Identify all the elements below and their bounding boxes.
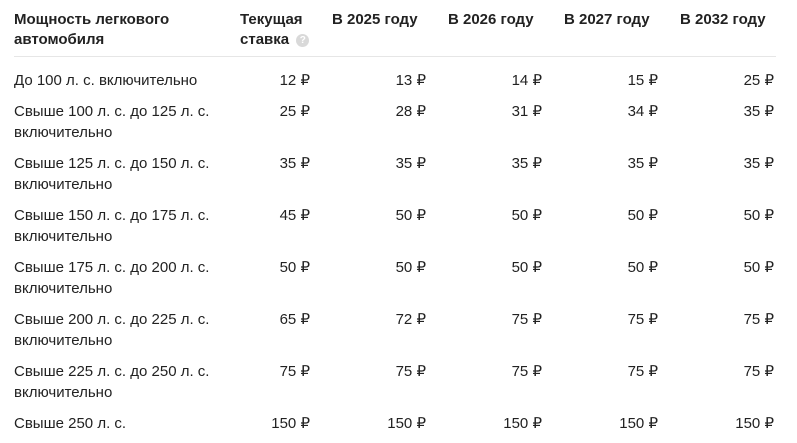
rate: 75 ₽ [511,363,542,380]
rate: 150 ₽ [619,415,658,432]
rate: 34 ₽ [627,103,658,120]
header-text: Мощность легкового автомобиля [14,11,170,48]
rate: 35 ₽ [511,155,542,172]
rate: 35 ₽ [743,155,774,172]
rate: 50 ₽ [743,207,774,224]
rate: 75 ₽ [743,363,774,380]
header-text: В 2026 году [448,11,534,28]
rate: 75 ₽ [627,311,658,328]
rate: 25 ₽ [743,72,774,89]
rate: 50 ₽ [627,207,658,224]
table-row: Свыше 100 л. с. до 125 л. с. включительн… [14,96,776,148]
rate: 50 ₽ [743,259,774,276]
header-row: Мощность легкового автомобиля Текущая ста… [14,6,776,57]
header-text: В 2025 году [332,11,418,28]
rate: 50 ₽ [279,259,310,276]
rate: 13 ₽ [395,72,426,89]
rate: 75 ₽ [395,363,426,380]
rate: 50 ₽ [511,207,542,224]
rate: 12 ₽ [279,72,310,89]
rate: 150 ₽ [271,415,310,432]
table-body: До 100 л. с. включительно 12 ₽ 13 ₽ 14 ₽ 15 … [14,57,776,440]
rate: 150 ₽ [503,415,542,432]
column-header: В 2026 году [428,6,544,57]
power-range: Свыше 125 л. с. до 150 л. с. включительн… [14,155,210,193]
power-range: Свыше 150 л. с. до 175 л. с. включительн… [14,207,210,245]
power-range: Свыше 100 л. с. до 125 л. с. включительн… [14,103,210,141]
rate: 50 ₽ [395,207,426,224]
rate: 35 ₽ [395,155,426,172]
column-header: В 2027 году [544,6,660,57]
rate: 28 ₽ [395,103,426,120]
table-row: До 100 л. с. включительно 12 ₽ 13 ₽ 14 ₽ 15 … [14,57,776,97]
rate: 35 ₽ [743,103,774,120]
rate: 75 ₽ [627,363,658,380]
column-header: В 2032 году [660,6,776,57]
rate: 75 ₽ [279,363,310,380]
table-row: Свыше 150 л. с. до 175 л. с. включительн… [14,200,776,252]
table-row: Свыше 175 л. с. до 200 л. с. включительн… [14,252,776,304]
column-header: Текущая ставка ? [225,6,312,57]
rate: 50 ₽ [511,259,542,276]
table-row: Свыше 200 л. с. до 225 л. с. включительн… [14,304,776,356]
power-range: Свыше 175 л. с. до 200 л. с. включительн… [14,259,210,297]
rate: 35 ₽ [627,155,658,172]
rate: 45 ₽ [279,207,310,224]
power-range: Свыше 200 л. с. до 225 л. с. включительн… [14,311,210,349]
table-row: Свыше 250 л. с. 150 ₽ 150 ₽ 150 ₽ 150 ₽ 150 ₽ [14,408,776,439]
rate: 35 ₽ [279,155,310,172]
rate: 50 ₽ [627,259,658,276]
rate: 150 ₽ [735,415,774,432]
power-range: До 100 л. с. включительно [14,72,198,89]
rate: 25 ₽ [279,103,310,120]
tax-table: Мощность легкового автомобиля Текущая ста… [14,6,776,439]
rate: 75 ₽ [511,311,542,328]
rate: 15 ₽ [627,72,658,89]
rate: 65 ₽ [279,311,310,328]
header-text: Текущая ставка [240,11,303,48]
power-range: Свыше 225 л. с. до 250 л. с. включительн… [14,363,210,401]
power-range: Свыше 250 л. с. [14,415,127,432]
rate: 72 ₽ [395,311,426,328]
rate: 50 ₽ [395,259,426,276]
rate: 75 ₽ [743,311,774,328]
table-row: Свыше 125 л. с. до 150 л. с. включительн… [14,148,776,200]
header-text: В 2032 году [680,11,766,28]
header-text: В 2027 году [564,11,650,28]
rate: 150 ₽ [387,415,426,432]
rate: 14 ₽ [511,72,542,89]
rate: 31 ₽ [511,103,542,120]
column-header: В 2025 году [312,6,428,57]
column-header: Мощность легкового автомобиля [14,6,225,57]
table-row: Свыше 225 л. с. до 250 л. с. включительн… [14,356,776,408]
help-icon[interactable]: ? [296,33,310,47]
